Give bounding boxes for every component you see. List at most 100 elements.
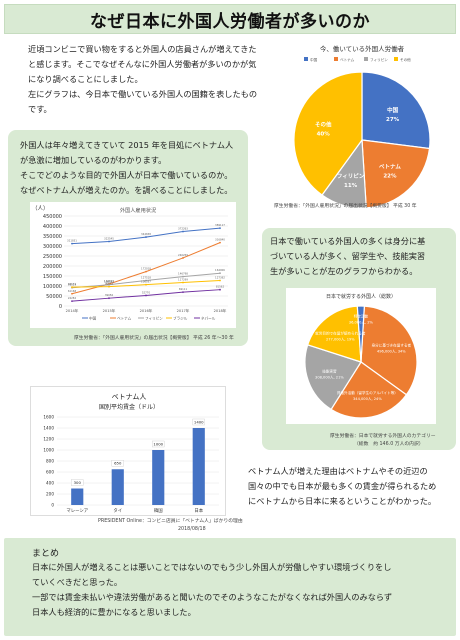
pie2-slice bbox=[304, 344, 362, 411]
summary-heading: まとめ bbox=[32, 549, 60, 559]
line-chart-title: 外国人雇用状況 bbox=[120, 206, 156, 214]
line-point bbox=[145, 270, 147, 273]
bar-rect bbox=[111, 469, 124, 505]
line-point-label: 52770 bbox=[142, 290, 151, 294]
summary-line: ていくべきだと思った。 bbox=[32, 577, 123, 587]
line-point-label: 61168 bbox=[68, 289, 77, 293]
pie1-slice-pct: 11% bbox=[344, 183, 358, 189]
line-point-label: 344658 bbox=[141, 232, 151, 236]
line-point bbox=[182, 257, 184, 259]
line-ytick-label: 0 bbox=[59, 304, 62, 310]
line-point-label: 311831 bbox=[67, 239, 77, 243]
bar-value-box bbox=[111, 460, 124, 467]
line-chart-ylabel: （人） bbox=[32, 205, 49, 212]
bar-value-box bbox=[71, 479, 84, 486]
summary-line: 一部では賃金未払いや違法労働があると聞いたのでそのようなこたがなくなれば外国人の… bbox=[32, 592, 393, 602]
bar-source-a: PRESIDENT Online：コンビニ店員に「ベトナム人」ばかりの理由 bbox=[98, 519, 243, 524]
pie1-legend-swatch bbox=[364, 57, 368, 61]
pie2-slice-label: 就労目的で在留が認められる者 bbox=[315, 331, 366, 336]
line-point-label: 117299 bbox=[178, 278, 188, 282]
line-point-label: 389117 bbox=[215, 223, 225, 227]
bar-ytick-label: 1000 bbox=[43, 448, 54, 453]
pie2-slice bbox=[330, 361, 408, 419]
line-xtick-label: 2018年 bbox=[214, 308, 227, 313]
line-point-label: 81562 bbox=[216, 285, 225, 289]
line-point-label: 127518 bbox=[141, 275, 151, 279]
pie1-slice-pct: 40% bbox=[317, 131, 331, 137]
trend-line: 外国人は年々増えてきていて 2015 年を目処にベトナム人 bbox=[20, 140, 234, 150]
pie1-legend-label: 中国 bbox=[310, 57, 318, 62]
bar-value-box bbox=[152, 440, 165, 448]
trend-text: 外国人は年々増えてきていて 2015 年を目処にベトナム人 が急激に増加している… bbox=[20, 138, 242, 198]
title-banner: なぜ日本に外国人労働者が多いのか bbox=[4, 4, 456, 34]
line-point bbox=[219, 288, 221, 291]
bar-value-box bbox=[192, 418, 205, 426]
bar-source-b: 2018/08/18 bbox=[178, 527, 206, 532]
pie1-legend-label: ベトナム bbox=[340, 57, 355, 62]
bar-ytick-label: 600 bbox=[46, 470, 54, 475]
bar-ytick-label: 800 bbox=[46, 459, 54, 464]
pie2-slice bbox=[356, 305, 365, 363]
pie2-slice-value: 308,000人, 21% bbox=[315, 374, 344, 379]
line-point-label: 94171 bbox=[68, 282, 77, 286]
line-ytick-label: 400000 bbox=[43, 224, 62, 230]
pie2-slice-value: 496,000人, 34% bbox=[377, 349, 406, 354]
trend-line: が急激に増加しているのがわかります。 bbox=[20, 155, 167, 165]
pie1-slice bbox=[361, 139, 431, 209]
pie2-title: 日本で就労する外国人（総数） bbox=[326, 293, 396, 300]
pie1-source: 厚生労働省：「外国人雇用状況」の届出状況【概要版】 平成 30 年 bbox=[274, 204, 417, 209]
line-ytick-label: 200000 bbox=[43, 264, 62, 270]
line-point-label: 69111 bbox=[179, 287, 188, 291]
line-point-label: 316840 bbox=[215, 238, 225, 242]
pie1-slice-label: その他 bbox=[315, 120, 332, 128]
intro-line: と感じます。そこでなぜそんなに外国人労働者が多いのかが気 bbox=[28, 59, 257, 69]
bar-value-label: 1400 bbox=[194, 419, 204, 424]
nationality-pie-chart: 今、働いている外国人労働者 中国 ベトナム フィリピン その他 中国 27% ベトナム 22… bbox=[268, 40, 456, 216]
line-point-label: 164006 bbox=[215, 268, 225, 272]
pie1-slice-label: ベトナム bbox=[379, 164, 401, 171]
nationality-pie-svg: 今、働いている外国人労働者 中国 ベトナム フィリピン その他 中国27%ベトナム22… bbox=[293, 44, 431, 209]
bar-xtick-label: 韓国 bbox=[154, 507, 163, 514]
bar-ytick-label: 0 bbox=[51, 503, 54, 508]
line-point bbox=[71, 242, 73, 245]
line-ytick-label: 100000 bbox=[43, 284, 62, 290]
line-xtick-label: 2017年 bbox=[177, 308, 190, 313]
bar-ytick-label: 1400 bbox=[43, 426, 54, 431]
pie2-slice bbox=[360, 305, 418, 396]
line-point-label: 110013 bbox=[104, 279, 114, 283]
summary-section: まとめ 日本に外国人が増えることは悪いことではないのでもう少し外国人が労働しやす… bbox=[4, 538, 456, 636]
line-point bbox=[182, 291, 184, 294]
bar-ytick-label: 1600 bbox=[43, 415, 54, 420]
line-point bbox=[108, 240, 110, 243]
line-chart-svg: 外国人雇用状況 （人） 0 50000 100000 150000 200000 2500… bbox=[32, 205, 228, 321]
wage-bar-svg: ベトナム人 国別平均賃金（ドル） 0 200 400 600 800 1000 1200 14… bbox=[43, 393, 219, 514]
line-legend-label: 中国 bbox=[89, 316, 97, 321]
line-point bbox=[71, 292, 73, 295]
category-line: づいている人が多く、留学生や、技能実習 bbox=[270, 251, 426, 261]
pie2-slice-label: 技能実習 bbox=[322, 368, 337, 373]
line-point bbox=[145, 283, 147, 286]
pie1-title: 今、働いている外国人労働者 bbox=[320, 44, 405, 53]
intro-line: 近頃コンビニで買い物をすると外国人の店員さんが増えてきた bbox=[28, 44, 257, 54]
line-legend-label: フィリピン bbox=[145, 316, 163, 321]
summary-line: 日本人も経済的に豊かになると思いました。 bbox=[32, 607, 196, 617]
line-xtick-label: 2015年 bbox=[103, 308, 116, 313]
pie2-slice bbox=[306, 305, 362, 363]
line-point bbox=[71, 286, 73, 289]
line-point-label: 106533 bbox=[104, 280, 114, 284]
bar-ytick-label: 1200 bbox=[43, 437, 54, 442]
line-point bbox=[219, 227, 221, 230]
wage-bar-chart: ベトナム人 国別平均賃金（ドル） 0 200 400 600 800 1000 1200 14… bbox=[30, 386, 226, 516]
line-ytick-label: 50000 bbox=[46, 294, 62, 300]
line-point-label: 24282 bbox=[68, 296, 77, 300]
line-ytick-label: 300000 bbox=[43, 244, 62, 250]
bar-rect bbox=[71, 488, 84, 505]
line-point bbox=[145, 294, 147, 297]
bar-chart-subtitle: 国別平均賃金（ドル） bbox=[99, 403, 159, 411]
line-point-label: 240259 bbox=[178, 253, 188, 257]
conclusion-line: 国々の中でも日本が最も多くの賃金が得られるため bbox=[248, 481, 437, 491]
pie2-source-a: 厚生労働省：日本で就労する外国人のカテゴリー bbox=[330, 434, 436, 439]
pie1-slice-label: 中国 bbox=[387, 106, 399, 114]
line-ytick-label: 150000 bbox=[43, 274, 62, 280]
line-chart-panel: 外国人雇用状況 （人） 0 50000 100000 150000 200000 2500… bbox=[30, 202, 236, 328]
